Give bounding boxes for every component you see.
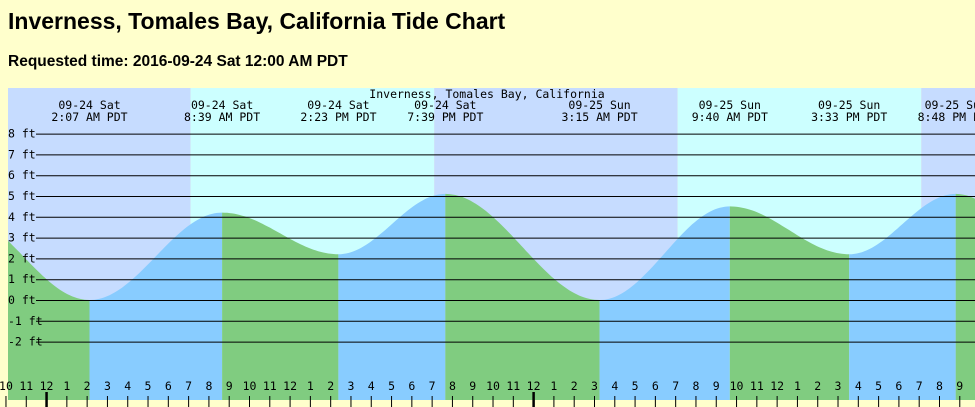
x-hour-label: 5 [388,379,395,393]
y-tick-label: 1 ft [8,272,36,286]
x-hour-label: 2 [814,379,821,393]
x-axis-hour-labels: 10 11 12 1 2 3 4 5 6 7 8 9 10 11 12 1 2 3 4 5 6 7 8 9 10 11 12 1 2 3 4… [0,379,963,393]
x-hour-label: 11 [19,379,33,393]
y-tick-label: 4 ft [8,210,36,224]
falling-tide-segment [8,240,90,400]
rising-tide-segment [338,193,446,400]
rising-tide-segment [89,212,223,400]
x-hour-label: 11 [750,379,764,393]
x-hour-label: 5 [145,379,152,393]
x-hour-label: 4 [124,379,131,393]
extreme-date-label: 09-25 Sun [568,98,630,112]
x-hour-label: 3 [347,379,354,393]
extreme-time-label: 7:39 PM PDT [407,110,483,124]
extreme-time-label: 3:15 AM PDT [561,110,637,124]
x-hour-label: 10 [486,379,500,393]
rising-tide-segment [849,193,956,400]
extreme-date-label: 09-25 Sun [925,98,975,112]
falling-tide-segment [955,193,975,400]
y-tick-label: -2 ft [8,335,43,349]
x-hour-label: 4 [611,379,618,393]
y-tick-label: 5 ft [8,189,36,203]
x-hour-label: 6 [165,379,172,393]
y-tick-label: 3 ft [8,231,36,245]
extreme-time-label: 9:40 AM PDT [692,110,768,124]
falling-tide-segment [729,206,850,400]
rising-tide-segment [599,206,730,400]
y-tick-label: 0 ft [8,293,36,307]
x-hour-label: 8 [449,379,456,393]
x-hour-label: 9 [469,379,476,393]
x-hour-label: 8 [205,379,212,393]
extreme-date-label: 09-25 Sun [818,98,880,112]
x-hour-label: 2 [327,379,334,393]
falling-tide-segment [445,193,600,400]
extreme-time-label: 8:39 AM PDT [184,110,260,124]
extreme-time-label: 2:07 AM PDT [51,110,127,124]
extreme-date-label: 09-24 Sat [58,98,120,112]
chart-title: Inverness, Tomales Bay, California [369,87,604,101]
page-title: Inverness, Tomales Bay, California Tide … [8,8,506,34]
x-hour-label: 9 [956,379,963,393]
x-hour-label: 9 [713,379,720,393]
x-hour-label: 7 [916,379,923,393]
x-hour-label: 8 [936,379,943,393]
x-hour-label: 6 [895,379,902,393]
y-tick-label: 6 ft [8,168,36,182]
x-hour-label: 7 [672,379,679,393]
x-hour-label: 9 [226,379,233,393]
x-hour-label: 1 [63,379,70,393]
x-axis-ticks [5,392,961,407]
x-hour-label: 3 [835,379,842,393]
y-tick-label: 8 ft [8,127,36,141]
x-hour-label: 3 [104,379,111,393]
y-tick-label: -1 ft [8,314,43,328]
x-hour-label: 7 [185,379,192,393]
x-hour-label: 1 [550,379,557,393]
x-hour-label: 10 [0,379,13,393]
y-axis-labels: 8 ft 7 ft 6 ft 5 ft 4 ft 3 ft 2 ft 1 ft 0 ft -1 f… [8,127,43,349]
x-hour-label: 10 [243,379,257,393]
x-hour-label: 10 [730,379,744,393]
x-hour-label: 2 [571,379,578,393]
x-hour-label: 7 [429,379,436,393]
x-hour-label: 5 [632,379,639,393]
extreme-time-label: 3:33 PM PDT [811,110,887,124]
extreme-time-label: 8:48 PM PDT [918,110,975,124]
extreme-date-label: 09-25 Sun [699,98,761,112]
extreme-date-label: 09-24 Sat [307,98,369,112]
x-hour-label: 12 [770,379,784,393]
x-hour-label: 11 [506,379,520,393]
extreme-time-label: 2:23 PM PDT [300,110,376,124]
x-hour-label: 2 [84,379,91,393]
x-hour-label: 4 [368,379,375,393]
falling-tide-segment [222,212,339,400]
extreme-date-label: 09-24 Sat [414,98,476,112]
x-hour-label: 11 [263,379,277,393]
x-hour-label: 12 [283,379,297,393]
x-hour-label: 5 [875,379,882,393]
x-hour-label: 1 [307,379,314,393]
x-hour-label: 6 [652,379,659,393]
y-tick-label: 7 ft [8,147,36,161]
x-hour-label: 12 [527,379,541,393]
x-hour-label: 12 [40,379,54,393]
gridlines [36,133,975,343]
x-hour-label: 1 [794,379,801,393]
y-tick-label: 2 ft [8,251,36,265]
extreme-date-label: 09-24 Sat [191,98,253,112]
requested-time: Requested time: 2016-09-24 Sat 12:00 AM … [8,53,348,70]
x-hour-label: 6 [408,379,415,393]
x-hour-label: 4 [855,379,862,393]
x-hour-label: 3 [591,379,598,393]
x-hour-label: 8 [692,379,699,393]
tide-area [8,193,975,400]
